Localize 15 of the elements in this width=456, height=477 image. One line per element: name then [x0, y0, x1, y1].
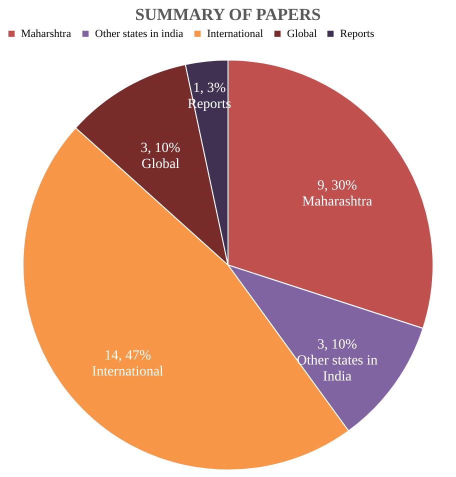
slice-label: Global [141, 157, 180, 172]
data-label: 14, 47% [104, 348, 152, 364]
data-label: 1, 3% [193, 80, 226, 96]
legend-label: International [207, 28, 264, 40]
data-label: 3, 10% [317, 337, 358, 352]
legend-label: Maharshtra [21, 28, 72, 40]
text: Other states in India [296, 353, 378, 384]
data-label: 3, 10% [140, 141, 181, 156]
legend-label: Reports [340, 28, 374, 40]
data-label: 9, 30% [317, 178, 358, 194]
legend-label: Global [287, 28, 317, 40]
text: Maharashtra [302, 194, 373, 210]
slice-label: International [92, 364, 164, 380]
legend-label: Other states in india [95, 28, 184, 40]
chart-title: SUMMARY OF PAPERS [135, 5, 321, 24]
